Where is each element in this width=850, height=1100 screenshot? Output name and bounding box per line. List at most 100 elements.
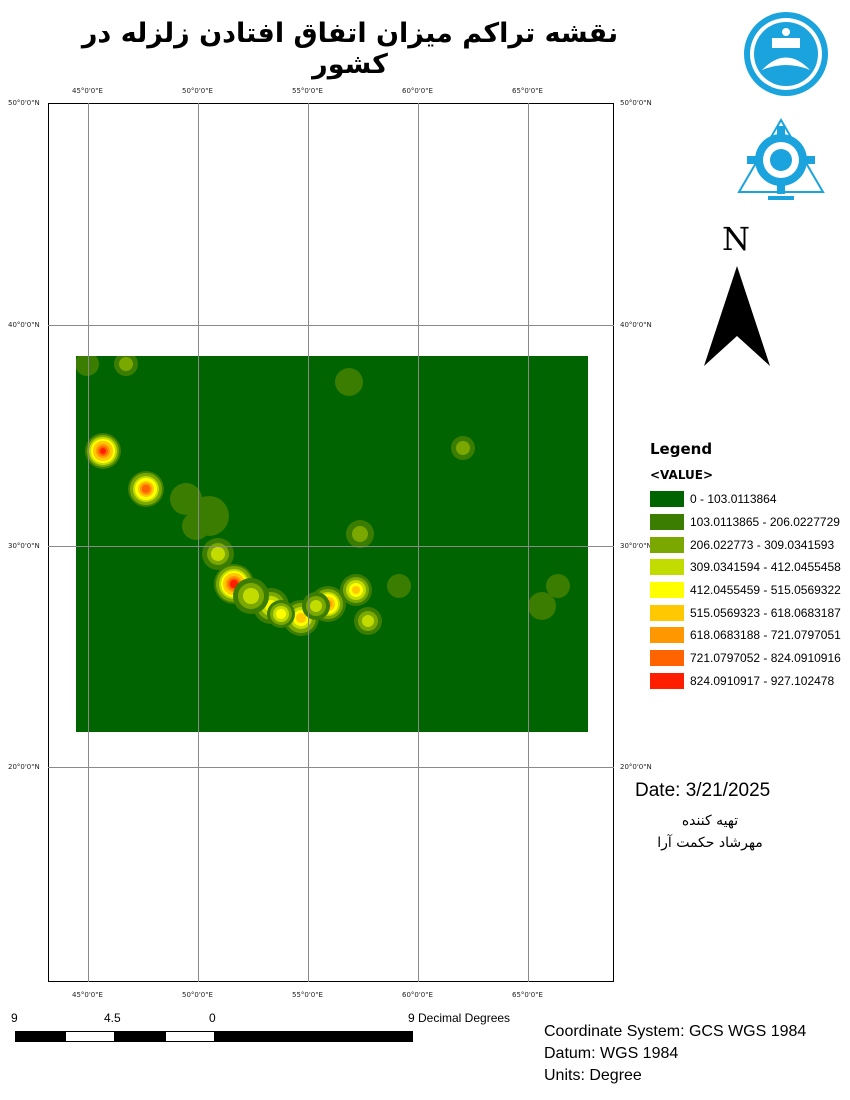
prepared-by-name: مهرشاد حکمت آرا — [657, 835, 763, 851]
density-hotspot — [276, 609, 286, 619]
legend-label: 824.0910917 - 927.102478 — [690, 673, 835, 688]
map-frame[interactable] — [48, 103, 614, 982]
density-hotspot — [142, 485, 150, 493]
legend-item: 309.0341594 - 412.0455458 — [650, 556, 841, 579]
legend-item: 618.0683188 - 721.0797051 — [650, 624, 841, 647]
map-title: نقشه تراکم میزان اتفاق افتادن زلزله در ک… — [81, 18, 619, 80]
meridian-line — [418, 103, 419, 982]
density-hotspot — [362, 615, 374, 627]
scale-label-zero: 0 — [209, 1011, 216, 1025]
scale-segment — [15, 1031, 65, 1042]
coordinate-info: Coordinate System: GCS WGS 1984 Datum: W… — [544, 1021, 806, 1087]
latitude-label: 40°0'0"N — [620, 321, 652, 329]
longitude-label: 50°0'0"E — [182, 87, 213, 95]
latitude-label: 40°0'0"N — [8, 321, 40, 329]
density-hotspot — [528, 592, 556, 620]
north-arrow-icon — [704, 266, 770, 366]
legend-swatch — [650, 536, 684, 553]
longitude-label: 50°0'0"E — [182, 991, 213, 999]
density-hotspot — [211, 547, 225, 561]
scale-segment — [115, 1031, 165, 1042]
scale-segment — [65, 1031, 115, 1042]
density-hotspot — [351, 525, 369, 543]
longitude-label: 55°0'0"E — [292, 991, 323, 999]
density-hotspot — [455, 440, 471, 456]
meridian-line — [88, 103, 89, 982]
legend-label: 721.0797052 - 824.0910916 — [690, 651, 841, 666]
legend-item: 824.0910917 - 927.102478 — [650, 670, 841, 693]
units: Units: Degree — [544, 1067, 642, 1084]
density-hotspot — [182, 512, 210, 540]
latitude-label: 20°0'0"N — [8, 763, 40, 771]
legend-swatch — [650, 627, 684, 644]
legend-label: 412.0455459 - 515.0569322 — [690, 583, 841, 598]
parallel-line — [48, 767, 614, 768]
density-hotspot — [310, 600, 322, 612]
density-hotspot — [351, 585, 361, 595]
latitude-label: 50°0'0"N — [8, 99, 40, 107]
legend-classes: 0 - 103.0113864 103.0113865 - 206.0227729… — [650, 488, 841, 692]
meridian-line — [528, 103, 529, 982]
legend-item: 103.0113865 - 206.0227729 — [650, 511, 841, 534]
legend-swatch — [650, 559, 684, 576]
scale-bar: 9 4.5 0 9 Decimal Degrees — [11, 1011, 535, 1051]
longitude-label: 65°0'0"E — [512, 87, 543, 95]
legend-swatch — [650, 604, 684, 621]
legend-swatch — [650, 672, 684, 689]
prepared-by-label: تهیه کننده — [681, 813, 739, 829]
density-hotspot — [118, 356, 134, 372]
longitude-label: 60°0'0"E — [402, 87, 433, 95]
legend-swatch — [650, 491, 684, 508]
scale-label-mid: 4.5 — [104, 1011, 121, 1025]
parallel-line — [48, 546, 614, 547]
engineering-logo — [737, 118, 825, 200]
density-hotspot — [243, 588, 259, 604]
density-raster[interactable] — [76, 356, 588, 732]
legend-swatch — [650, 650, 684, 667]
prepared-by: تهیه کننده مهرشاد حکمت آرا — [640, 810, 780, 854]
legend-swatch — [650, 582, 684, 599]
legend-item: 721.0797052 - 824.0910916 — [650, 647, 841, 670]
density-hotspot — [230, 580, 238, 588]
university-logo — [744, 12, 828, 96]
latitude-label: 20°0'0"N — [620, 763, 652, 771]
legend-item: 0 - 103.0113864 — [650, 488, 841, 511]
legend-field: <VALUE> — [650, 468, 714, 482]
legend-label: 515.0569323 - 618.0683187 — [690, 605, 841, 620]
legend: Legend <VALUE> 0 - 103.0113864 103.011386… — [650, 440, 841, 692]
parallel-line — [48, 325, 614, 326]
legend-title: Legend — [650, 440, 713, 458]
longitude-label: 65°0'0"E — [512, 991, 543, 999]
scale-segment — [165, 1031, 215, 1042]
scale-label-left: 9 — [11, 1011, 18, 1025]
meridian-line — [198, 103, 199, 982]
longitude-label: 45°0'0"E — [72, 87, 103, 95]
density-hotspot — [76, 356, 99, 376]
latitude-label: 30°0'0"N — [8, 542, 40, 550]
scale-label-right: 9 Decimal Degrees — [408, 1011, 511, 1025]
density-hotspot — [335, 368, 363, 396]
map-date: Date: 3/21/2025 — [635, 780, 771, 801]
legend-label: 103.0113865 - 206.0227729 — [690, 515, 840, 530]
longitude-label: 55°0'0"E — [292, 87, 323, 95]
datum: Datum: WGS 1984 — [544, 1045, 679, 1062]
latitude-label: 50°0'0"N — [620, 99, 652, 107]
density-hotspot — [387, 574, 411, 598]
latitude-label: 30°0'0"N — [620, 542, 652, 550]
meridian-line — [308, 103, 309, 982]
legend-label: 206.022773 - 309.0341593 — [690, 537, 835, 552]
coordinate-system: Coordinate System: GCS WGS 1984 — [544, 1023, 807, 1040]
longitude-label: 60°0'0"E — [402, 991, 433, 999]
legend-swatch — [650, 514, 684, 531]
density-hotspot — [99, 447, 107, 455]
density-hotspot — [296, 613, 306, 623]
legend-item: 206.022773 - 309.0341593 — [650, 533, 841, 556]
density-hotspot — [546, 574, 570, 598]
legend-label: 0 - 103.0113864 — [690, 492, 777, 507]
north-letter: N — [722, 220, 750, 258]
scale-segment — [215, 1031, 413, 1042]
legend-label: 309.0341594 - 412.0455458 — [690, 560, 841, 575]
legend-label: 618.0683188 - 721.0797051 — [690, 628, 841, 643]
legend-item: 515.0569323 - 618.0683187 — [650, 601, 841, 624]
legend-item: 412.0455459 - 515.0569322 — [650, 579, 841, 602]
